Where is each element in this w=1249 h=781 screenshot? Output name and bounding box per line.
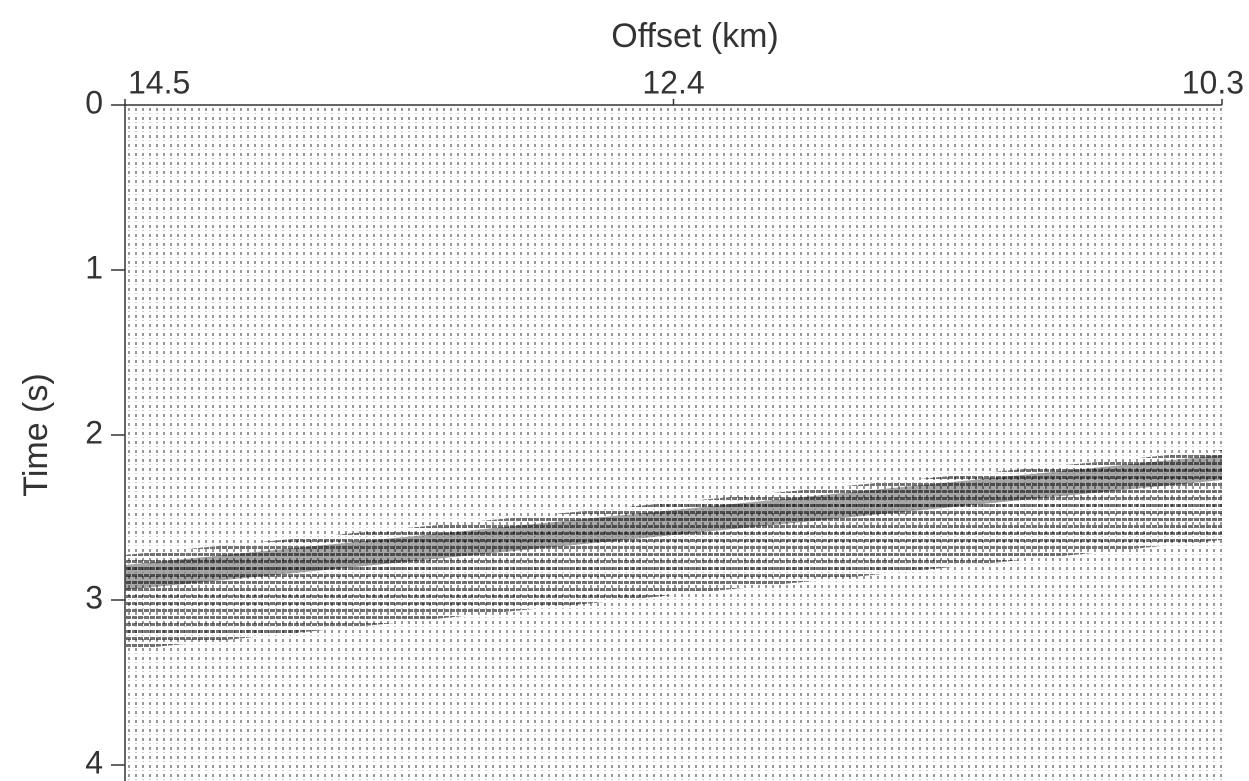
y-tick-label: 3 [85,579,103,615]
x-tick-label: 12.4 [642,64,704,100]
chart: Offset (km) Time (s) 0 1 2 3 4 14.5 12.4 10.3 [0,0,1249,781]
x-tick-label: 10.3 [1182,64,1244,100]
y-tick-label: 2 [85,414,103,450]
y-tick-label: 1 [85,249,103,285]
page: Offset (km) Time (s) 0123414.512.410.3 (… [0,0,1249,781]
x-axis-label: Offset (km) [611,17,779,55]
y-axis-label: Time (s) [17,373,55,496]
seismic-texture [125,105,1222,781]
y-tick-label: 4 [85,744,103,780]
trace-pattern [125,105,1222,781]
x-tick-label: 14.5 [128,64,190,100]
y-tick-label: 0 [85,84,103,120]
